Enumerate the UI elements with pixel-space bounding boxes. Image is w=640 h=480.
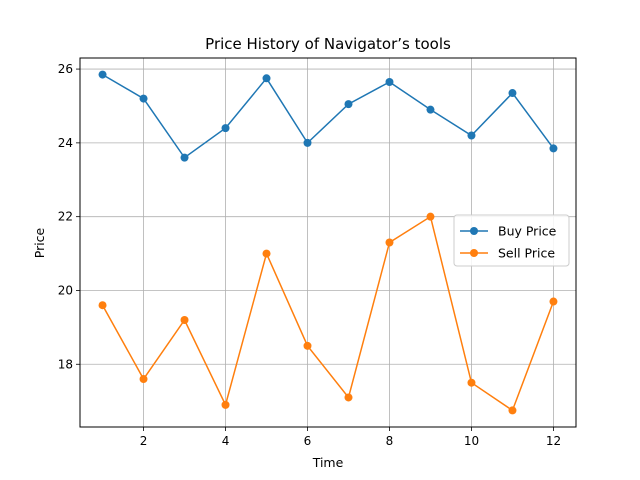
legend-marker-sell-price: [470, 249, 478, 257]
legend-marker-buy-price: [470, 227, 478, 235]
sell-price-point: [303, 341, 312, 350]
buy-price-point: [221, 124, 230, 133]
y-tick-label: 20: [58, 283, 73, 297]
y-tick-label: 24: [58, 136, 73, 150]
legend-label-buy-price: Buy Price: [498, 224, 557, 239]
x-tick-label: 2: [140, 434, 148, 448]
sell-price-point: [139, 375, 148, 384]
x-tick-label: 12: [546, 434, 561, 448]
sell-price-point: [98, 301, 107, 310]
buy-price-point: [262, 74, 271, 83]
x-tick-label: 10: [464, 434, 479, 448]
x-tick-label: 4: [222, 434, 230, 448]
sell-price-point: [221, 400, 230, 409]
sell-price-line: [101, 215, 555, 412]
y-tick-label: 18: [58, 357, 73, 371]
y-tick-label: 22: [58, 210, 73, 224]
series-layer: [98, 70, 558, 415]
buy-price-line: [102, 73, 555, 159]
x-axis-label: Time: [312, 455, 344, 470]
buy-price-point: [385, 77, 394, 86]
buy-price-point: [508, 89, 517, 98]
legend: Buy Price Sell Price: [453, 214, 570, 267]
sell-price-point: [426, 212, 435, 221]
buy-price-point: [467, 131, 476, 140]
x-tick-label: 6: [304, 434, 312, 448]
sell-price-point: [262, 249, 271, 258]
buy-price-point: [139, 94, 148, 103]
y-tick-label: 26: [58, 62, 73, 76]
buy-price-point: [549, 144, 558, 153]
plot-frame: [79, 57, 577, 428]
sell-price-point: [344, 393, 353, 402]
x-tick-label: 8: [386, 434, 394, 448]
sell-price-point: [549, 297, 558, 306]
buy-price-point: [426, 105, 435, 114]
sell-price-point: [385, 238, 394, 247]
buy-price-point: [180, 153, 189, 162]
sell-price-point: [508, 406, 517, 415]
chart-title: Price History of Navigator’s tools: [205, 35, 451, 53]
sell-price-point: [467, 378, 476, 387]
buy-price-point: [98, 70, 107, 79]
buy-price-point: [344, 100, 353, 109]
grid-lines: [80, 58, 576, 427]
legend-label-sell-price: Sell Price: [498, 246, 555, 261]
sell-price-point: [180, 315, 189, 324]
y-axis-label: Price: [32, 227, 47, 258]
buy-price-point: [303, 138, 312, 147]
